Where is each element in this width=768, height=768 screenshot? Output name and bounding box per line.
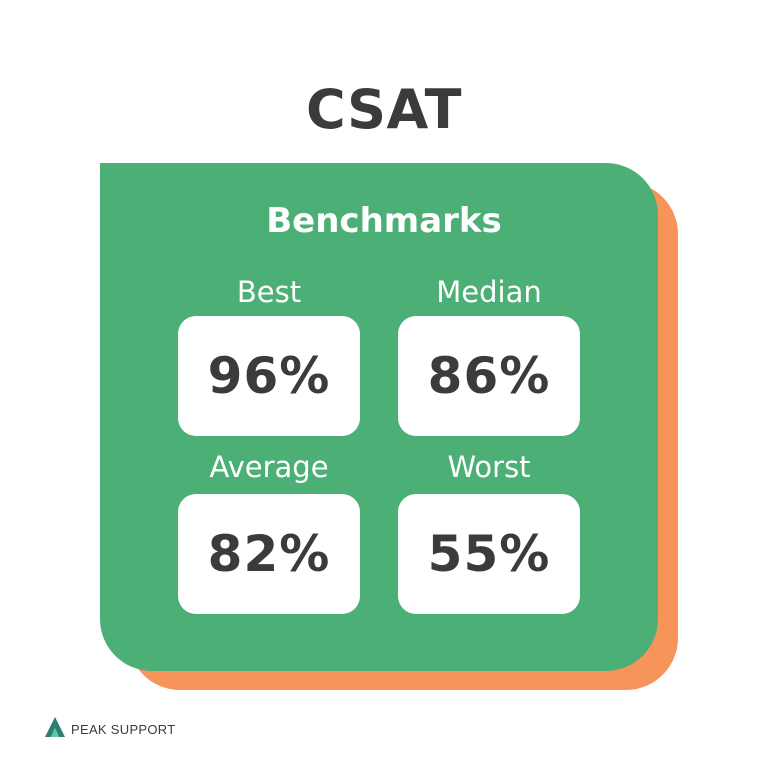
metric-box-average: 82% [178,494,360,614]
metric-value-best: 96% [207,347,331,405]
peak-support-logo: PEAK SUPPORT [44,716,176,742]
metric-value-average: 82% [207,525,331,583]
metric-value-median: 86% [427,347,551,405]
metric-value-worst: 55% [427,525,551,583]
metric-label-median: Median [436,275,542,309]
metric-label-average: Average [209,450,329,484]
metric-label-best: Best [236,275,302,309]
page-title: CSAT [306,78,462,141]
metric-label-worst: Worst [447,450,531,484]
peak-logo-icon [44,716,66,742]
logo-text: PEAK SUPPORT [71,721,176,737]
metric-box-worst: 55% [398,494,580,614]
metric-box-best: 96% [178,316,360,436]
card-heading: Benchmarks [266,201,502,241]
metric-box-median: 86% [398,316,580,436]
